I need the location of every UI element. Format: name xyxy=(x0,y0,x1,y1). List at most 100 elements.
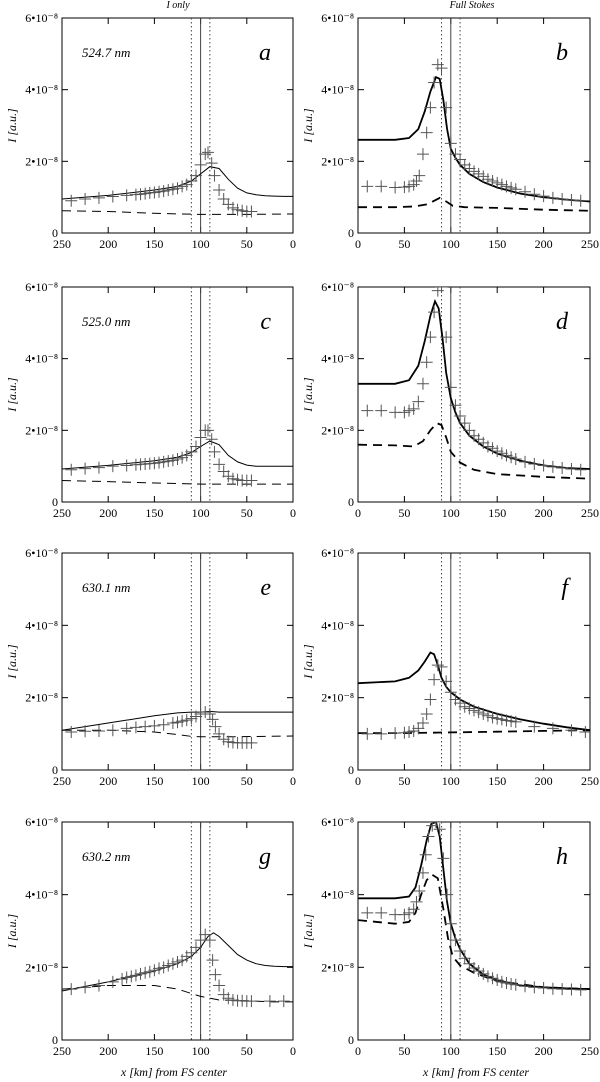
observed-point-d-15 xyxy=(449,399,462,412)
xtick-label-h-1: 50 xyxy=(398,1044,410,1058)
observed-point-c-21 xyxy=(201,424,214,437)
solid-line-f xyxy=(358,651,590,732)
observed-point-a-1 xyxy=(79,192,92,205)
observed-point-a-23 xyxy=(208,169,221,182)
observed-point-a-2 xyxy=(92,191,105,204)
observed-point-a-22 xyxy=(205,157,218,170)
panel-letter-g: g xyxy=(259,844,271,870)
observed-point-e-17 xyxy=(203,707,216,720)
panel-a: 0 2•10⁻⁸ 4•10⁻⁸ 6•10⁻⁸ 250 200 150 100 50 0 I [a.u… xyxy=(5,11,296,251)
observed-point-d-14 xyxy=(444,381,457,394)
plot-frame-f xyxy=(357,552,591,771)
wavelength-label-g: 630.2 nm xyxy=(82,849,130,864)
observed-point-f-31 xyxy=(565,724,578,737)
observed-point-g-24 xyxy=(206,954,219,967)
xtick-label-b-1: 50 xyxy=(398,237,410,251)
observed-point-g-7 xyxy=(129,969,142,982)
xtick-label-f-4: 200 xyxy=(535,774,553,788)
observed-point-b-29 xyxy=(509,183,522,196)
xtick-label-b-3: 150 xyxy=(488,237,506,251)
observed-point-h-12 xyxy=(429,822,442,828)
observed-point-g-3 xyxy=(106,975,119,988)
observed-point-g-22 xyxy=(199,928,212,941)
column-title-right: Full Stokes xyxy=(449,0,495,11)
observed-point-g-6 xyxy=(125,970,138,983)
series-group-h xyxy=(358,822,590,996)
observed-point-c-14 xyxy=(171,453,184,465)
ytick-label-g-1: 2•10⁻⁸ xyxy=(25,960,58,974)
observed-point-b-11 xyxy=(428,76,441,89)
xtick-label-a-1: 200 xyxy=(99,237,117,251)
observed-point-d-17 xyxy=(458,417,471,430)
xtick-label-g-5: 0 xyxy=(290,1044,296,1058)
observed-point-h-30 xyxy=(509,978,522,991)
xtick-label-c-2: 150 xyxy=(145,506,163,520)
observed-point-a-6 xyxy=(134,188,147,201)
observed-point-h-13 xyxy=(433,823,446,836)
xtick-label-a-5: 0 xyxy=(290,237,296,251)
observed-point-a-28 xyxy=(231,203,244,216)
observed-point-b-34 xyxy=(556,192,569,205)
observed-point-b-27 xyxy=(500,180,513,193)
observed-point-a-15 xyxy=(176,180,189,193)
observed-point-b-14 xyxy=(440,101,453,114)
xtick-label-f-1: 50 xyxy=(398,774,410,788)
observed-point-d-9 xyxy=(424,331,437,344)
observed-point-h-37 xyxy=(574,983,587,996)
observed-point-b-3 xyxy=(398,181,411,194)
observed-point-e-13 xyxy=(185,712,198,725)
observed-point-b-13 xyxy=(435,62,448,75)
plot-frame-e xyxy=(61,552,294,771)
xtick-label-g-3: 100 xyxy=(192,1044,210,1058)
observed-point-d-23 xyxy=(486,442,499,455)
ytick-label-d-3: 6•10⁻⁸ xyxy=(321,280,354,294)
observed-point-b-31 xyxy=(528,188,541,201)
observed-point-h-0 xyxy=(361,906,374,919)
observed-point-b-23 xyxy=(481,173,494,186)
observed-point-f-23 xyxy=(486,711,499,724)
observed-point-g-25 xyxy=(209,968,222,981)
xtick-label-a-0: 250 xyxy=(53,237,71,251)
ylabel-b: I [a.u.] xyxy=(301,108,315,144)
observed-point-c-23 xyxy=(208,445,221,458)
observed-point-f-3 xyxy=(398,726,411,739)
xtick-label-g-2: 150 xyxy=(145,1044,163,1058)
observed-point-d-13 xyxy=(440,331,453,344)
observed-point-e-7 xyxy=(148,719,161,732)
observed-point-h-33 xyxy=(537,982,550,995)
observed-point-b-24 xyxy=(486,175,499,188)
xtick-label-e-5: 0 xyxy=(290,774,296,788)
observed-point-h-24 xyxy=(481,970,494,983)
xtick-label-c-1: 200 xyxy=(99,506,117,520)
observed-point-b-0 xyxy=(361,180,374,193)
observed-point-b-15 xyxy=(444,137,457,150)
column-title-left: I only xyxy=(165,0,190,11)
observed-point-b-6 xyxy=(410,175,423,188)
series-group-d xyxy=(358,287,590,480)
observed-point-f-10 xyxy=(428,673,441,686)
xtick-label-d-4: 200 xyxy=(535,506,553,520)
plot-frame-b xyxy=(357,17,591,234)
series-group-a xyxy=(62,146,293,218)
panel-e: 0 2•10⁻⁸ 4•10⁻⁸ 6•10⁻⁸ 250 200 150 100 50 0 I [a.u… xyxy=(5,546,296,788)
observed-point-b-21 xyxy=(472,167,485,180)
observed-point-b-17 xyxy=(454,153,467,166)
observed-point-c-2 xyxy=(92,461,105,474)
observed-point-h-9 xyxy=(419,848,432,861)
observed-point-a-29 xyxy=(236,204,249,217)
observed-point-c-11 xyxy=(157,455,170,468)
observed-point-f-7 xyxy=(416,716,429,729)
observed-point-h-22 xyxy=(472,964,485,977)
observed-point-h-32 xyxy=(528,981,541,994)
ytick-label-e-0: 0 xyxy=(52,763,58,777)
observed-point-f-6 xyxy=(412,722,425,735)
observed-point-g-15 xyxy=(166,957,179,970)
xtick-label-d-1: 50 xyxy=(398,506,410,520)
observed-point-e-20 xyxy=(213,727,226,740)
observed-point-d-27 xyxy=(505,451,518,464)
observed-point-d-30 xyxy=(528,458,541,471)
observed-point-f-5 xyxy=(407,724,420,737)
observed-point-d-25 xyxy=(495,447,508,460)
observed-point-c-28 xyxy=(231,473,244,486)
